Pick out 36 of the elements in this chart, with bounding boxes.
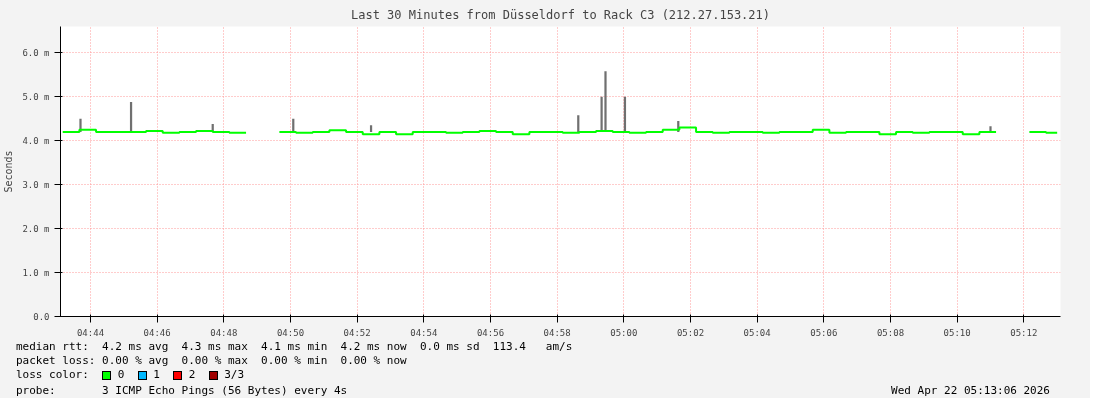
y-tick-label: 3.0 m bbox=[22, 179, 50, 190]
text: Wed Apr 22 05:13:06 2026 bbox=[891, 383, 1050, 399]
x-tick-label: 04:56 bbox=[476, 327, 505, 338]
x-tick-label: 05:00 bbox=[610, 327, 638, 338]
x-tick-label: 04:46 bbox=[143, 327, 171, 338]
legend-label: 2 bbox=[188, 368, 196, 381]
legend-title: loss color: bbox=[16, 368, 89, 381]
text: median rtt: 4.2 ms avg 4.3 ms max 4.1 ms min 4.2 ms now 0.0 ms sd 113.4 am/s bbox=[16, 340, 573, 354]
x-tick-label: 04:48 bbox=[210, 327, 238, 338]
x-tick-label: 04:50 bbox=[276, 327, 305, 338]
y-tick-label: 6.0 m bbox=[22, 47, 50, 58]
chart-title: Last 30 Minutes from Düsseldorf to Rack C3 (212.27.153.21) bbox=[350, 7, 771, 22]
bar bbox=[369, 125, 373, 132]
text: probe: 3 ICMP Echo Pings (56 Bytes) every 4s bbox=[16, 383, 348, 399]
y-tick-label: 5.0 m bbox=[22, 91, 50, 102]
y-tick-label: 1.0 m bbox=[22, 267, 50, 278]
x-tick-label: 05:08 bbox=[876, 327, 905, 338]
x-tick-label: 05:02 bbox=[676, 327, 705, 338]
x-tick-label: 05:04 bbox=[743, 327, 771, 338]
x-tick-label: 04:58 bbox=[543, 327, 571, 338]
y-tick-label: 0.0 bbox=[33, 311, 50, 322]
bar bbox=[577, 115, 580, 132]
x-tick-label: 04:44 bbox=[76, 327, 105, 338]
text: packet loss: 0.00 % avg 0.00 % max 0.00 % min 0.00 % now bbox=[16, 354, 407, 368]
bar bbox=[604, 71, 607, 132]
x-tick-label: 05:06 bbox=[810, 327, 838, 338]
legend-label: 3/3 bbox=[224, 368, 245, 381]
x-tick-label: 04:52 bbox=[343, 327, 371, 338]
y-tick-label: 4.0 m bbox=[22, 135, 50, 146]
legend-label: 1 bbox=[153, 368, 160, 381]
x-tick-label: 04:54 bbox=[410, 327, 438, 338]
x-tick-label: 05:12 bbox=[1010, 327, 1038, 338]
legend-label: 0 bbox=[117, 368, 125, 381]
y-axis-title: Seconds bbox=[3, 150, 15, 193]
y-tick-label: 2.0 m bbox=[22, 223, 50, 234]
x-tick-label: 05:10 bbox=[943, 327, 971, 338]
